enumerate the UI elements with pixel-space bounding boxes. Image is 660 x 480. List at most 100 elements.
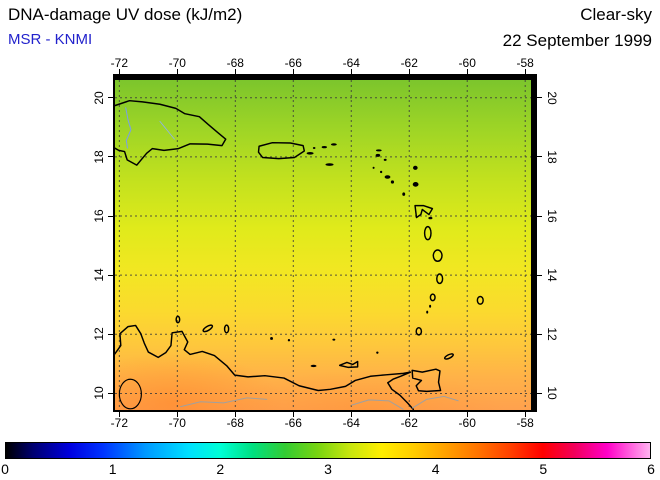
lat-tick-label: 10: [92, 386, 106, 401]
lat-tick-label: 20: [545, 91, 559, 105]
lon-tick-label: -58: [516, 56, 534, 70]
small-islands: [270, 143, 433, 368]
axis-tick: [537, 392, 542, 394]
lake-maracaibo: [118, 378, 142, 410]
lat-tick-label: 20: [92, 91, 106, 105]
uv-field: [115, 80, 531, 410]
axis-tick: [537, 333, 542, 335]
colorbar-ticks: 0 1 2 3 4 5 6: [1, 461, 655, 478]
date-label: 22 September 1999: [502, 31, 652, 50]
axis-tick: [118, 412, 120, 417]
coastline-martinique: [432, 249, 443, 263]
axis-tick: [408, 69, 410, 74]
gridlines-layer: [115, 80, 531, 410]
axis-tick: [408, 412, 410, 417]
lon-tick-label: -66: [284, 56, 302, 70]
axis-tick: [466, 69, 468, 74]
lon-tick-label: -68: [226, 416, 244, 430]
lon-tick-label: -70: [168, 416, 186, 430]
colorbar-tick-label: 2: [216, 461, 225, 477]
lon-tick-label: -58: [516, 416, 534, 430]
lon-tick-label: -62: [400, 56, 418, 70]
axis-tick: [108, 333, 113, 335]
axis-tick: [466, 412, 468, 417]
lat-tick-label: 14: [545, 268, 559, 282]
coastlines-layer: [115, 99, 484, 410]
lon-tick-label: -62: [400, 416, 418, 430]
colorbar: [5, 442, 651, 459]
page-title: DNA-damage UV dose (kJ/m2): [8, 5, 243, 24]
lat-tick-label: 14: [92, 268, 106, 282]
axis-tick: [537, 215, 542, 217]
axis-tick: [524, 412, 526, 417]
axis-tick: [537, 156, 542, 158]
coastline-venezuela: [115, 324, 415, 410]
lon-tick-label: -66: [284, 416, 302, 430]
colorbar-tick-label: 0: [1, 461, 9, 477]
axis-tick: [176, 412, 178, 417]
lon-tick-label: -64: [342, 56, 360, 70]
lon-tick-label: -72: [110, 56, 129, 70]
lon-tick-label: -60: [458, 416, 476, 430]
colorbar-tick-label: 1: [108, 461, 117, 477]
lon-tick-label: -64: [342, 416, 360, 430]
source-label: MSR - KNMI: [8, 31, 93, 48]
axis-tick: [537, 97, 542, 99]
coastline-curacao: [202, 324, 214, 333]
axis-tick: [292, 412, 294, 417]
axis-tick: [118, 69, 120, 74]
coastline-st-vincent: [429, 293, 436, 302]
lat-tick-label: 10: [545, 386, 559, 401]
coastline-guadeloupe: [414, 204, 434, 219]
coastline-barbados: [476, 295, 484, 305]
axis-tick: [350, 412, 352, 417]
coastline-hispaniola: [115, 99, 227, 166]
axis-tick: [108, 392, 113, 394]
lat-tick-label: 12: [545, 327, 559, 341]
lat-tick-label: 16: [92, 209, 106, 223]
axis-left: 20 18 16 14 12 10: [92, 80, 106, 410]
axis-tick: [350, 69, 352, 74]
lon-tick-label: -72: [110, 416, 129, 430]
colorbar-tick-label: 4: [431, 461, 440, 477]
rivers: [180, 395, 459, 410]
coastline-tobago: [443, 353, 454, 360]
axis-tick: [292, 69, 294, 74]
axis-tick: [234, 69, 236, 74]
coastline-aruba: [175, 315, 181, 324]
coastline-trinidad: [411, 368, 442, 393]
coastline-dominica: [423, 225, 432, 241]
header-right: Clear-sky 22 September 1999: [503, 5, 652, 51]
colorbar-tick-label: 5: [539, 461, 548, 477]
colorbar-tick-label: 3: [324, 461, 332, 477]
coastline-bonaire: [223, 324, 230, 334]
axis-tick: [537, 274, 542, 276]
lat-tick-label: 18: [545, 150, 559, 164]
lon-tick-label: -68: [226, 56, 244, 70]
axis-tick: [524, 69, 526, 74]
axis-tick: [108, 215, 113, 217]
axis-tick: [108, 97, 113, 99]
axis-tick: [234, 412, 236, 417]
lat-tick-label: 12: [92, 327, 106, 341]
condition-label: Clear-sky: [580, 5, 652, 24]
lat-tick-label: 16: [545, 209, 559, 223]
lon-tick-label: -60: [458, 56, 476, 70]
axis-bottom: -72 -70 -68 -66 -64 -62 -60 -58: [111, 416, 534, 430]
river-hispaniola: [159, 120, 175, 140]
map-frame: [113, 74, 537, 412]
coastline-st-lucia: [436, 273, 444, 285]
axis-top: -72 -70 -68 -66 -64 -62 -60 -58: [111, 56, 534, 70]
axis-tick: [108, 274, 113, 276]
coastline-puerto-rico: [257, 141, 306, 160]
axis-tick: [108, 156, 113, 158]
lon-tick-label: -70: [168, 56, 186, 70]
coastline-grenada: [415, 327, 423, 336]
axis-tick: [176, 69, 178, 74]
lat-tick-label: 18: [92, 150, 106, 164]
border-haiti-dr: [125, 107, 132, 149]
coastline-margarita: [338, 360, 359, 369]
colorbar-tick-label: 6: [647, 461, 655, 477]
axis-right: 20 18 16 14 12 10: [545, 80, 559, 410]
